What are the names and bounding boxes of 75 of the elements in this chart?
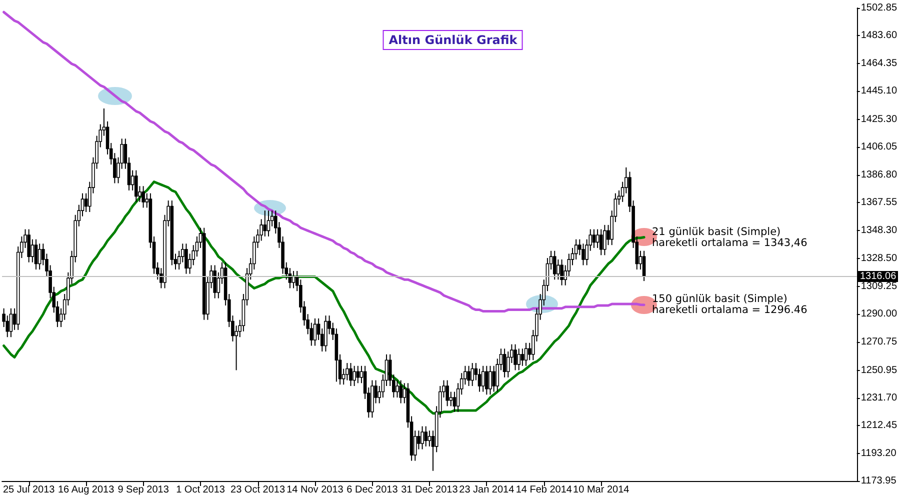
candlestick <box>592 228 596 248</box>
x-tick-label: 31 Dec 2013 <box>401 484 458 496</box>
candlestick <box>30 238 34 263</box>
candlestick <box>560 258 564 286</box>
candlestick <box>184 243 188 274</box>
candlestick <box>346 362 349 381</box>
x-tick-label: 10 Mar 2014 <box>573 484 630 496</box>
text: 21 günlük basit (Simple) hareketli ortalama = 1343,46 <box>652 226 808 249</box>
x-tick-label: 23 Jan 2014 <box>459 484 515 496</box>
candlestick <box>582 243 585 266</box>
candlestick <box>396 380 399 398</box>
y-tick-label: 1270.75 <box>860 336 898 348</box>
candlestick <box>599 228 603 256</box>
candlestick <box>520 348 524 366</box>
y-tick-label: 1193.20 <box>860 448 897 459</box>
y-tick-label: 1445.10 <box>860 86 898 97</box>
y-tick-label: 1309.25 <box>860 280 898 292</box>
candlestick <box>349 362 352 387</box>
y-tick-label: 1502.85 <box>860 2 898 14</box>
candlestick <box>502 348 506 378</box>
candlestick <box>399 380 402 404</box>
candlestick <box>492 365 496 392</box>
candlestick <box>9 308 13 338</box>
candlestick <box>467 365 470 387</box>
candlestick <box>38 243 42 270</box>
x-tick-label: 6 Dec 2013 <box>346 484 398 496</box>
candlestick <box>452 391 456 412</box>
y-tick-label: 1231.70 <box>860 392 898 404</box>
candlestick <box>596 228 600 248</box>
y-tick-label: 1328.50 <box>860 253 898 264</box>
y-tick-label: 1290.00 <box>860 308 898 320</box>
y-tick-label: 1386.80 <box>860 169 898 180</box>
y-tick-label: 1483.60 <box>860 30 898 42</box>
candlestick <box>488 365 492 396</box>
candlestick <box>552 250 556 280</box>
candlestick <box>213 264 216 299</box>
candlestick <box>27 228 30 263</box>
candlestick <box>424 426 428 447</box>
x-tick-label: 9 Sep 2013 <box>118 484 170 496</box>
candlestick <box>485 365 488 396</box>
y-tick-label: 1406.05 <box>860 142 898 153</box>
y-tick-label: 1348.30 <box>860 224 898 236</box>
candlestick <box>134 170 138 202</box>
text: Altın Günlük Grafik <box>382 30 524 50</box>
candlestick <box>446 380 449 407</box>
x-tick-label: 14 Feb 2014 <box>516 484 572 496</box>
candlestick <box>428 430 432 447</box>
y-tick-label: 1464.35 <box>860 58 898 69</box>
x-tick-label: 16 Aug 2013 <box>58 484 115 496</box>
candlestick <box>514 344 517 371</box>
x-tick-label: 1 Oct 2013 <box>176 484 226 496</box>
candlestick <box>34 238 38 270</box>
x-tick-label: 25 Jul 2013 <box>2 484 56 496</box>
candlestick <box>142 186 145 208</box>
y-tick-label: 1250.95 <box>860 364 898 376</box>
candlestick <box>524 342 528 366</box>
candlestick <box>420 426 424 450</box>
y-tick-label: 1367.55 <box>860 197 898 208</box>
candlestick <box>266 210 270 237</box>
candlestick <box>556 258 560 280</box>
ref-line-label: 1316.06 <box>858 271 898 282</box>
y-tick-label: 1425.30 <box>860 114 898 126</box>
candlestick <box>313 318 317 346</box>
y-tick-label: 1173.95 <box>860 476 897 486</box>
candlestick <box>517 348 521 371</box>
x-tick-label: 23 Oct 2013 <box>230 484 286 496</box>
y-tick-label: 1212.45 <box>860 420 898 432</box>
candlestick <box>603 224 606 256</box>
candlestick <box>352 365 356 387</box>
candlestick <box>481 365 485 392</box>
x-tick-label: 14 Nov 2013 <box>286 484 344 496</box>
candlestick <box>356 365 360 384</box>
text: 150 günlük basit (Simple) hareketli ortalama = 1296.46 <box>652 293 808 316</box>
candlestick <box>470 362 474 387</box>
candlestick <box>263 210 267 237</box>
